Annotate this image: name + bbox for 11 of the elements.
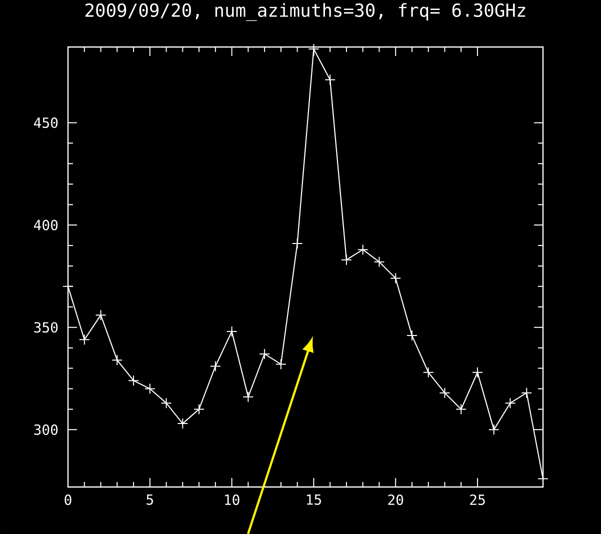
chart-title: 2009/09/20, num_azimuths=30, frq= 6.30GHz [86, 3, 526, 21]
x-tick-label: 10 [225, 494, 240, 506]
x-tick-label: 20 [388, 494, 404, 506]
y-tick-label: 350 [34, 322, 58, 333]
x-tick-label: 0 [64, 494, 72, 506]
y-tick-label: 400 [34, 220, 58, 230]
x-tick-label: 5 [146, 494, 153, 505]
x-tick-label: 25 [470, 494, 485, 506]
x-tick-label: 15 [306, 494, 321, 505]
y-tick-label: 300 [34, 424, 58, 435]
y-tick-label: 450 [34, 117, 58, 128]
